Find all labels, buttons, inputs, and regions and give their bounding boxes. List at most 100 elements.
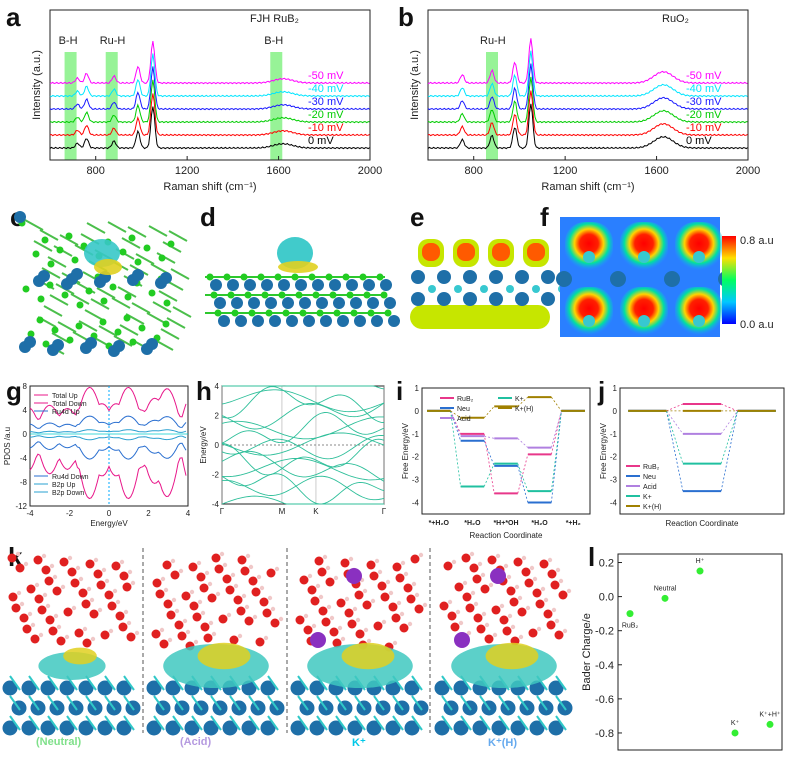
bond — [172, 695, 184, 711]
panel-letter-i: i — [396, 376, 404, 406]
hydrogen-atom — [488, 582, 494, 588]
y-axis-label: Free Energy/eV — [401, 422, 410, 479]
oxygen-atom — [517, 607, 527, 617]
chart-title: FJH RuB₂ — [250, 13, 299, 25]
panel-letter-g: g — [6, 376, 22, 406]
ruthenium-atom — [214, 297, 226, 309]
boron-atom — [206, 273, 214, 281]
hydrogen-atom — [333, 575, 339, 581]
bond — [166, 317, 186, 329]
panel-letter-b: b — [398, 2, 414, 32]
chart-l: 0.2 0.0 -0.2 -0.4 -0.6 -0.8 Bader Charge/e RuB₂… — [581, 553, 783, 751]
energy-connector — [720, 410, 738, 435]
charge-hotspot — [620, 222, 668, 270]
hydrogen-atom — [174, 608, 180, 614]
ruthenium-atom — [265, 297, 277, 309]
energy-connector — [720, 410, 738, 464]
oxygen-atom — [159, 639, 169, 649]
ruthenium-atom — [434, 720, 450, 736]
bond — [536, 695, 548, 711]
band-label: B-H — [264, 35, 283, 47]
total-down-curve — [29, 453, 187, 500]
panel-letter-j: j — [598, 376, 606, 406]
boron-atom — [32, 250, 40, 258]
ruthenium-atom — [222, 720, 238, 736]
hydrogen-atom — [248, 564, 254, 570]
ruthenium-atom — [116, 720, 132, 736]
boron-atom — [148, 289, 156, 297]
band-line — [221, 450, 385, 482]
bond — [210, 715, 222, 731]
ruthenium-atom — [472, 720, 488, 736]
ruthenium-atom — [316, 297, 328, 309]
y-tick-label: -3 — [412, 476, 420, 485]
oxygen-atom — [177, 631, 187, 641]
bond — [153, 695, 165, 711]
hydrogen-atom — [374, 558, 380, 564]
hydrogen-atom — [558, 578, 564, 584]
oxygen-atom — [399, 623, 409, 633]
y-tick-label: 1 — [415, 384, 420, 393]
bond — [47, 675, 59, 691]
hydrogen-atom — [470, 590, 476, 596]
hydrogen-atom — [119, 559, 125, 565]
ruthenium-atom — [278, 279, 290, 291]
energy-connector — [720, 410, 738, 492]
raman-series — [49, 41, 370, 85]
plot-frame — [421, 387, 591, 515]
energy-connector — [666, 403, 684, 412]
y-axis-label: Energy/eV — [199, 426, 208, 464]
boron-atom — [376, 273, 384, 281]
bond — [66, 715, 78, 731]
charge-map-f — [556, 217, 734, 337]
charge-isosurface — [63, 647, 97, 665]
oxygen-atom — [222, 574, 232, 584]
boron-atom — [291, 273, 299, 281]
oxygen-atom — [7, 553, 17, 563]
boron-atom — [350, 309, 358, 317]
hydrogen-atom — [34, 582, 40, 588]
legend-label: RuB₂ — [643, 464, 660, 471]
oxygen-atom — [11, 603, 21, 613]
ruthenium-atom — [312, 279, 324, 291]
boron-atom — [66, 336, 74, 344]
hydrogen-atom — [540, 586, 546, 592]
state-label: *H₂O — [531, 520, 548, 527]
hydrogen-atom — [263, 635, 269, 641]
ruthenium-atom — [529, 720, 545, 736]
oxygen-atom — [45, 615, 55, 625]
energy-connector — [484, 435, 495, 439]
boron-atom — [138, 324, 146, 332]
oxygen-atom — [237, 555, 247, 565]
oxygen-atom — [532, 588, 542, 598]
ruthenium-atom — [404, 680, 420, 696]
chart-a: B-H Ru-H B-H 800 1200 1600 2000 Raman shift (cm… — [31, 9, 382, 193]
legend-label: RuB₂ — [457, 396, 474, 403]
point-label: K⁺+H⁺ — [759, 711, 781, 718]
hydrogen-atom — [506, 574, 512, 580]
legend-label: K+(H) — [515, 406, 533, 413]
oxygen-atom — [543, 609, 553, 619]
boron-atom — [244, 291, 252, 299]
charge-hotspot — [565, 287, 613, 335]
oxygen-atom — [211, 553, 221, 563]
bond — [96, 287, 116, 299]
bond — [78, 320, 98, 332]
ruthenium-atom — [59, 680, 75, 696]
colorbar: 0.8 a.u 0.0 a.u — [722, 235, 774, 331]
hydrogen-atom — [418, 552, 424, 558]
oxygen-atom — [34, 594, 44, 604]
ruthenium-atom — [380, 279, 392, 291]
bond — [441, 715, 453, 731]
oxygen-atom — [395, 573, 405, 583]
hydrogen-atom — [510, 624, 516, 630]
x-tick-label: 800 — [465, 165, 483, 177]
oxygen-atom — [152, 578, 162, 588]
hydrogen-atom — [45, 603, 51, 609]
hydrogen-atom — [503, 563, 509, 569]
series-label: -10 mV — [308, 122, 344, 134]
hydrogen-atom — [529, 565, 535, 571]
oxygen-atom — [480, 584, 490, 594]
charge-lobe — [527, 243, 545, 261]
oxygen-atom — [126, 632, 136, 642]
